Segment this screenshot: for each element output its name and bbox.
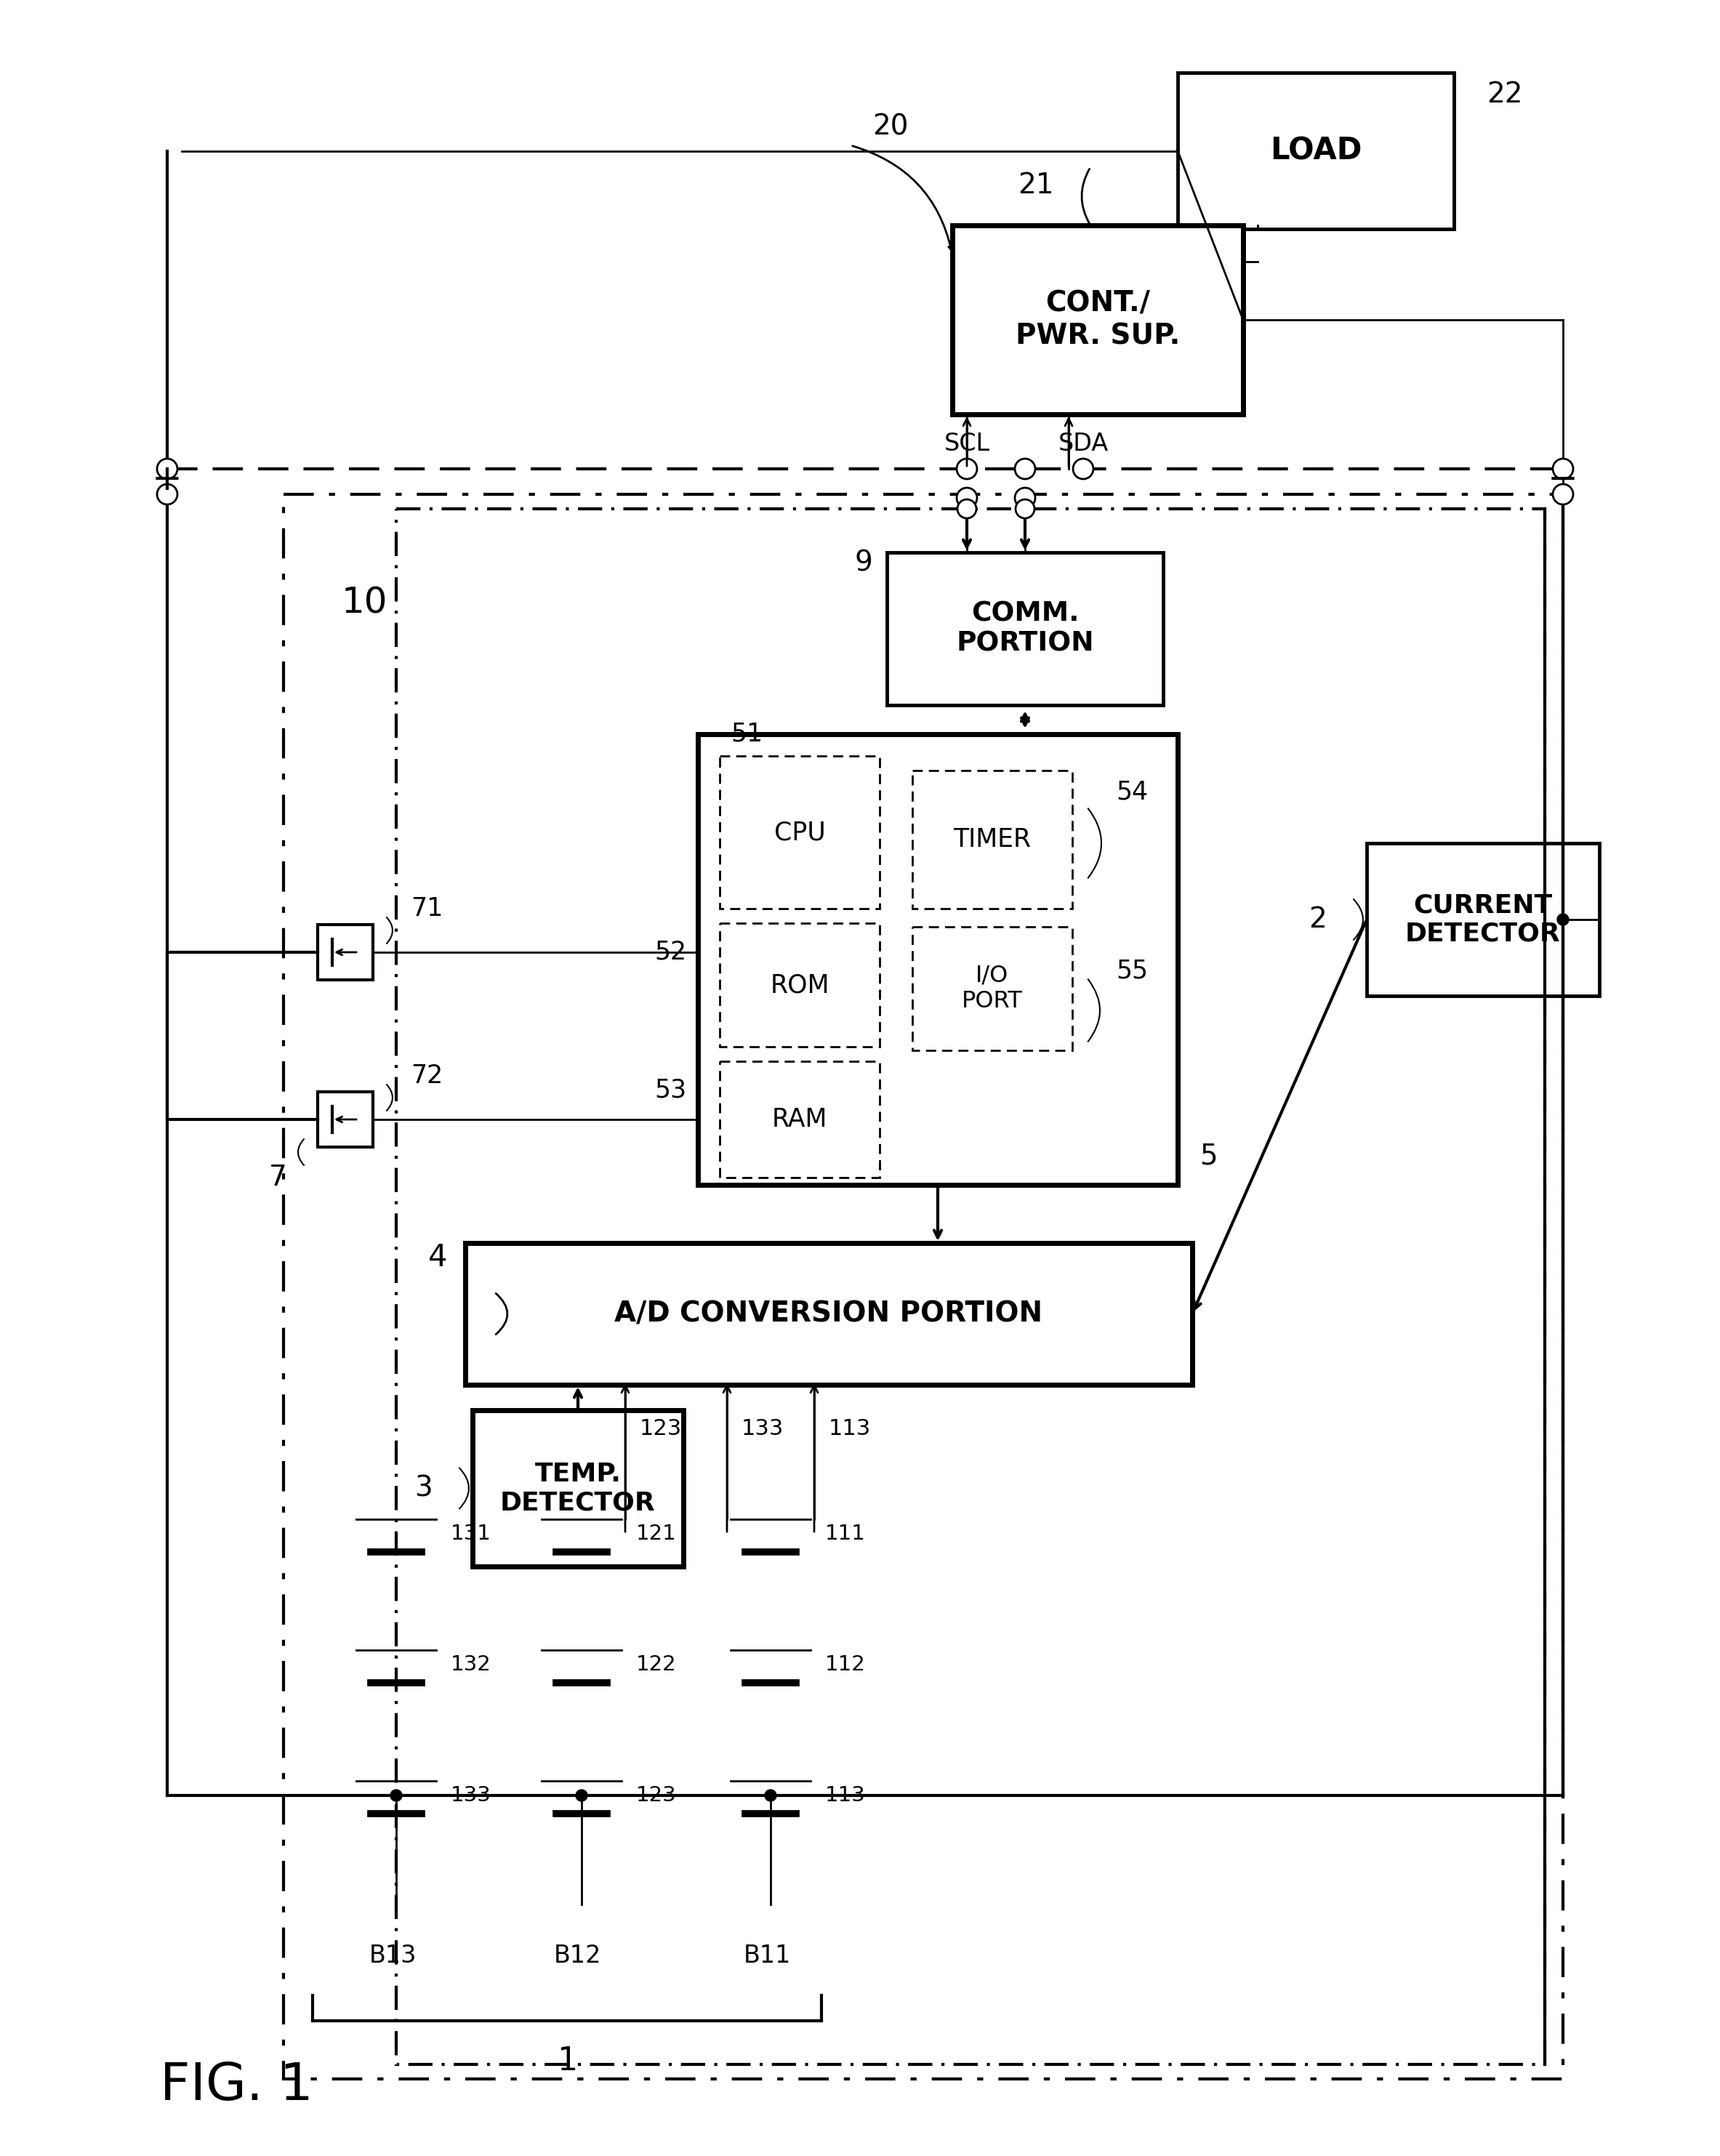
Text: 113: 113	[829, 1419, 870, 1438]
Bar	[719, 923, 879, 1048]
Text: LOAD: LOAD	[1269, 136, 1362, 166]
Circle shape	[958, 500, 977, 517]
Bar	[912, 770, 1072, 908]
Text: FIG. 1: FIG. 1	[160, 2061, 313, 2111]
Circle shape	[1073, 459, 1094, 479]
Text: 55: 55	[1116, 957, 1147, 983]
Text: 9: 9	[855, 550, 872, 578]
Text: 54: 54	[1116, 780, 1147, 804]
Text: 132: 132	[451, 1654, 492, 1675]
Text: COMM.
PORTION: COMM. PORTION	[956, 602, 1094, 658]
Text: 52: 52	[654, 940, 686, 964]
Text: TIMER: TIMER	[953, 828, 1032, 852]
Circle shape	[1557, 914, 1569, 925]
Text: 1: 1	[557, 2046, 578, 2076]
Bar	[473, 1410, 683, 1567]
Circle shape	[956, 459, 977, 479]
Text: CONT./
PWR. SUP.: CONT./ PWR. SUP.	[1015, 291, 1180, 349]
Bar	[953, 226, 1244, 414]
Text: 113: 113	[826, 1785, 865, 1805]
Bar	[318, 1091, 373, 1147]
Circle shape	[157, 459, 177, 479]
Text: 112: 112	[826, 1654, 865, 1675]
Bar	[284, 494, 1563, 2078]
Text: B11: B11	[743, 1943, 791, 1968]
Text: 122: 122	[636, 1654, 676, 1675]
Bar	[396, 509, 1545, 2065]
Circle shape	[1015, 459, 1035, 479]
Text: RAM: RAM	[772, 1106, 827, 1132]
Text: 51: 51	[731, 722, 762, 746]
Text: TEMP.
DETECTOR: TEMP. DETECTOR	[501, 1462, 655, 1516]
Text: SDA: SDA	[1058, 431, 1108, 455]
Circle shape	[765, 1789, 776, 1800]
Text: 2: 2	[1309, 906, 1326, 934]
Text: 20: 20	[872, 114, 908, 140]
Circle shape	[390, 1789, 402, 1800]
Bar	[698, 735, 1178, 1186]
Text: CPU: CPU	[774, 819, 826, 845]
Bar	[1367, 843, 1600, 996]
Text: 123: 123	[640, 1419, 683, 1438]
Circle shape	[956, 487, 977, 509]
Text: 111: 111	[826, 1524, 865, 1544]
Text: 72: 72	[411, 1063, 444, 1089]
Text: A/D CONVERSION PORTION: A/D CONVERSION PORTION	[614, 1300, 1042, 1328]
Bar	[719, 757, 879, 908]
Text: SCL: SCL	[944, 431, 989, 455]
Bar	[464, 1244, 1192, 1384]
Bar	[888, 552, 1163, 705]
Text: 53: 53	[654, 1078, 686, 1102]
Text: 71: 71	[411, 897, 444, 921]
Text: B12: B12	[554, 1943, 602, 1968]
Bar	[318, 925, 373, 979]
Text: 133: 133	[451, 1785, 492, 1805]
Text: +: +	[151, 461, 182, 498]
Text: −: −	[1548, 461, 1579, 498]
Text: 4: 4	[428, 1242, 447, 1272]
Text: ROM: ROM	[771, 972, 829, 998]
Circle shape	[1553, 485, 1574, 505]
Text: 21: 21	[1018, 172, 1054, 198]
Text: 121: 121	[636, 1524, 676, 1544]
Bar	[1178, 73, 1453, 229]
Text: 22: 22	[1486, 80, 1522, 108]
Text: I/O
PORT: I/O PORT	[961, 964, 1023, 1013]
Text: 10: 10	[342, 586, 387, 621]
Text: 133: 133	[741, 1419, 784, 1438]
Circle shape	[576, 1789, 588, 1800]
Bar	[719, 1061, 879, 1177]
Bar	[912, 927, 1072, 1050]
Text: 3: 3	[415, 1475, 432, 1503]
Text: 5: 5	[1199, 1143, 1218, 1169]
Circle shape	[1015, 500, 1034, 517]
Text: 123: 123	[636, 1785, 676, 1805]
Text: CURRENT
DETECTOR: CURRENT DETECTOR	[1405, 893, 1560, 946]
Circle shape	[1015, 487, 1035, 509]
Text: B13: B13	[368, 1943, 416, 1968]
Circle shape	[1553, 459, 1574, 479]
Text: 131: 131	[451, 1524, 492, 1544]
Text: 7: 7	[268, 1164, 287, 1192]
Circle shape	[157, 485, 177, 505]
